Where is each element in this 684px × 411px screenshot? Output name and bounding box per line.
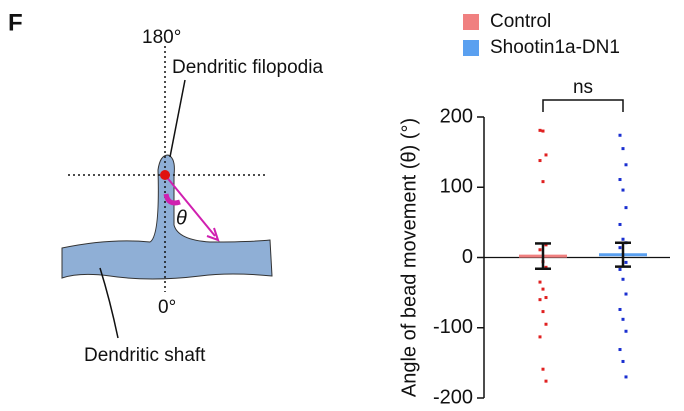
y-tick-label: -200 xyxy=(433,386,473,406)
filopodia-leader xyxy=(169,79,186,158)
legend-swatch xyxy=(463,40,479,56)
angle-arc xyxy=(163,193,181,206)
data-point xyxy=(618,307,622,311)
data-point xyxy=(544,265,548,269)
arrow-head xyxy=(206,227,220,242)
movement-arrow xyxy=(164,174,216,237)
data-point xyxy=(624,375,628,379)
shaft-label: Dendritic shaft xyxy=(84,345,206,366)
data-point xyxy=(618,178,622,182)
data-point xyxy=(624,206,628,210)
legend-label: Control xyxy=(490,11,551,32)
bottom-angle: 0° xyxy=(158,297,176,318)
data-point xyxy=(538,298,542,302)
y-tick-label: 200 xyxy=(440,105,473,127)
data-point xyxy=(618,246,622,250)
y-axis-label: Angle of bead movement (θ) (°) xyxy=(398,118,420,397)
data-point xyxy=(541,129,545,133)
data-point xyxy=(621,317,625,321)
data-point xyxy=(621,277,625,281)
data-point xyxy=(544,153,548,157)
data-point xyxy=(618,348,622,352)
data-point xyxy=(538,128,542,132)
y-tick-label: -100 xyxy=(433,316,473,338)
data-point xyxy=(544,322,548,326)
data-point xyxy=(621,147,625,151)
shaft-leader xyxy=(99,267,119,339)
diagram: 180° 0° θ Dendritic filopodia Dendritic … xyxy=(61,27,323,366)
data-point xyxy=(541,180,545,184)
data-point xyxy=(618,133,622,137)
theta: θ xyxy=(176,207,187,229)
data-point xyxy=(621,237,625,241)
data-point xyxy=(621,359,625,363)
data-point xyxy=(538,280,542,284)
top-angle: 180° xyxy=(142,27,181,48)
data-point xyxy=(624,260,628,264)
data-point xyxy=(538,159,542,163)
y-tick-label: 100 xyxy=(440,176,473,198)
legend-swatch xyxy=(463,14,479,30)
data-point xyxy=(541,310,545,314)
dendrite-shape xyxy=(61,154,273,280)
y-tick-label: 0 xyxy=(462,246,473,268)
bead xyxy=(160,170,170,180)
data-point xyxy=(544,379,548,383)
significance-label: ns xyxy=(573,77,593,98)
panel-label: F xyxy=(8,9,23,36)
data-point xyxy=(624,292,628,296)
data-point xyxy=(544,243,548,247)
significance-bracket xyxy=(542,99,624,112)
data-point xyxy=(544,296,548,300)
data-point xyxy=(538,335,542,339)
data-point xyxy=(624,163,628,167)
data-point xyxy=(624,329,628,333)
data-point xyxy=(618,222,622,226)
legend-label: Shootin1a-DN1 xyxy=(490,37,620,58)
data-point xyxy=(541,367,545,371)
data-point xyxy=(538,248,542,252)
data-point xyxy=(541,287,545,291)
filopodia-label: Dendritic filopodia xyxy=(172,57,323,78)
chart: -200 -100 0 100 200 Angle of bead movement (θ… xyxy=(398,11,670,408)
data-point xyxy=(618,267,622,271)
data-point xyxy=(621,188,625,192)
